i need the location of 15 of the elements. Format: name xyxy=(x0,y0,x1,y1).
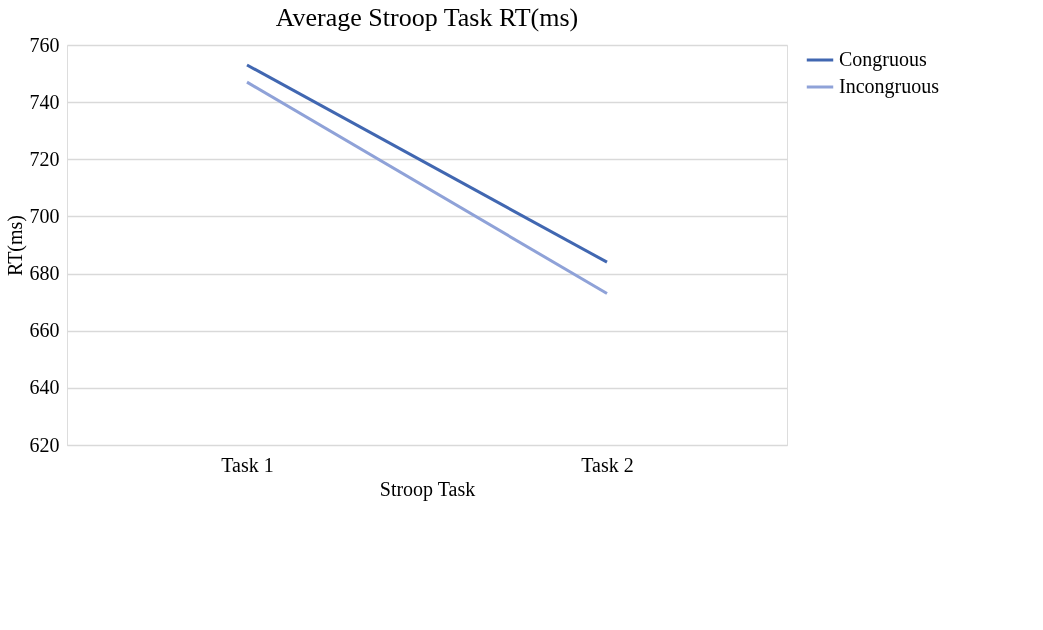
chart-title: Average Stroop Task RT(ms) xyxy=(275,3,579,32)
y-tick-label: 640 xyxy=(29,376,60,399)
y-tick-label: 680 xyxy=(29,262,60,285)
x-tick-label: Task 1 xyxy=(221,453,274,476)
x-tick-label: Task 2 xyxy=(581,453,634,476)
y-tick-label: 620 xyxy=(29,433,60,456)
y-tick-label: 740 xyxy=(29,90,60,113)
legend-label: Congruous xyxy=(839,48,927,71)
y-axis-title: RT(ms) xyxy=(3,214,27,277)
y-tick-label: 700 xyxy=(29,204,60,227)
legend-label: Incongruous xyxy=(839,75,940,98)
x-axis-title: Stroop Task xyxy=(379,477,476,501)
y-tick-label: 660 xyxy=(29,319,60,342)
y-tick-label: 720 xyxy=(29,147,60,170)
y-tick-label: 760 xyxy=(29,33,60,56)
